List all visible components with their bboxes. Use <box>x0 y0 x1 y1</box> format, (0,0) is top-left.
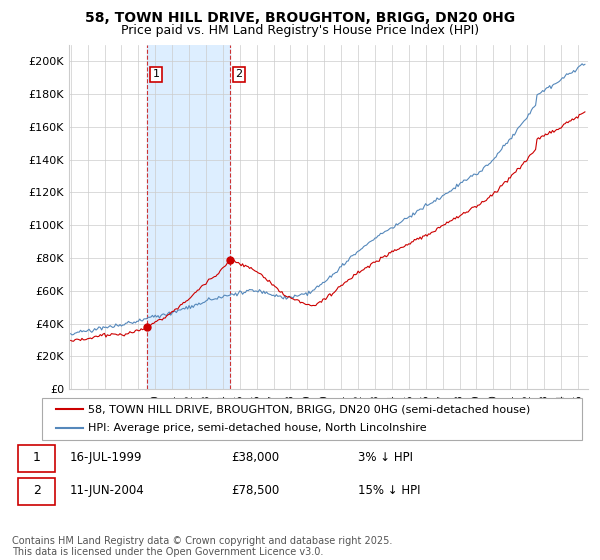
FancyBboxPatch shape <box>18 478 55 505</box>
Bar <box>148 45 230 389</box>
Text: 1: 1 <box>152 69 160 80</box>
Text: Contains HM Land Registry data © Crown copyright and database right 2025.
This d: Contains HM Land Registry data © Crown c… <box>12 535 392 557</box>
FancyBboxPatch shape <box>18 445 55 472</box>
Text: 2: 2 <box>33 484 41 497</box>
Text: 58, TOWN HILL DRIVE, BROUGHTON, BRIGG, DN20 0HG (semi-detached house): 58, TOWN HILL DRIVE, BROUGHTON, BRIGG, D… <box>88 404 530 414</box>
Text: 58, TOWN HILL DRIVE, BROUGHTON, BRIGG, DN20 0HG: 58, TOWN HILL DRIVE, BROUGHTON, BRIGG, D… <box>85 11 515 25</box>
Text: 2: 2 <box>235 69 242 80</box>
Text: 1: 1 <box>33 451 41 464</box>
Text: £38,000: £38,000 <box>231 451 279 464</box>
Text: 11-JUN-2004: 11-JUN-2004 <box>70 484 145 497</box>
Text: HPI: Average price, semi-detached house, North Lincolnshire: HPI: Average price, semi-detached house,… <box>88 423 427 433</box>
Text: 15% ↓ HPI: 15% ↓ HPI <box>358 484 420 497</box>
Text: Price paid vs. HM Land Registry's House Price Index (HPI): Price paid vs. HM Land Registry's House … <box>121 24 479 36</box>
Text: £78,500: £78,500 <box>231 484 279 497</box>
Text: 16-JUL-1999: 16-JUL-1999 <box>70 451 142 464</box>
Text: 3% ↓ HPI: 3% ↓ HPI <box>358 451 413 464</box>
